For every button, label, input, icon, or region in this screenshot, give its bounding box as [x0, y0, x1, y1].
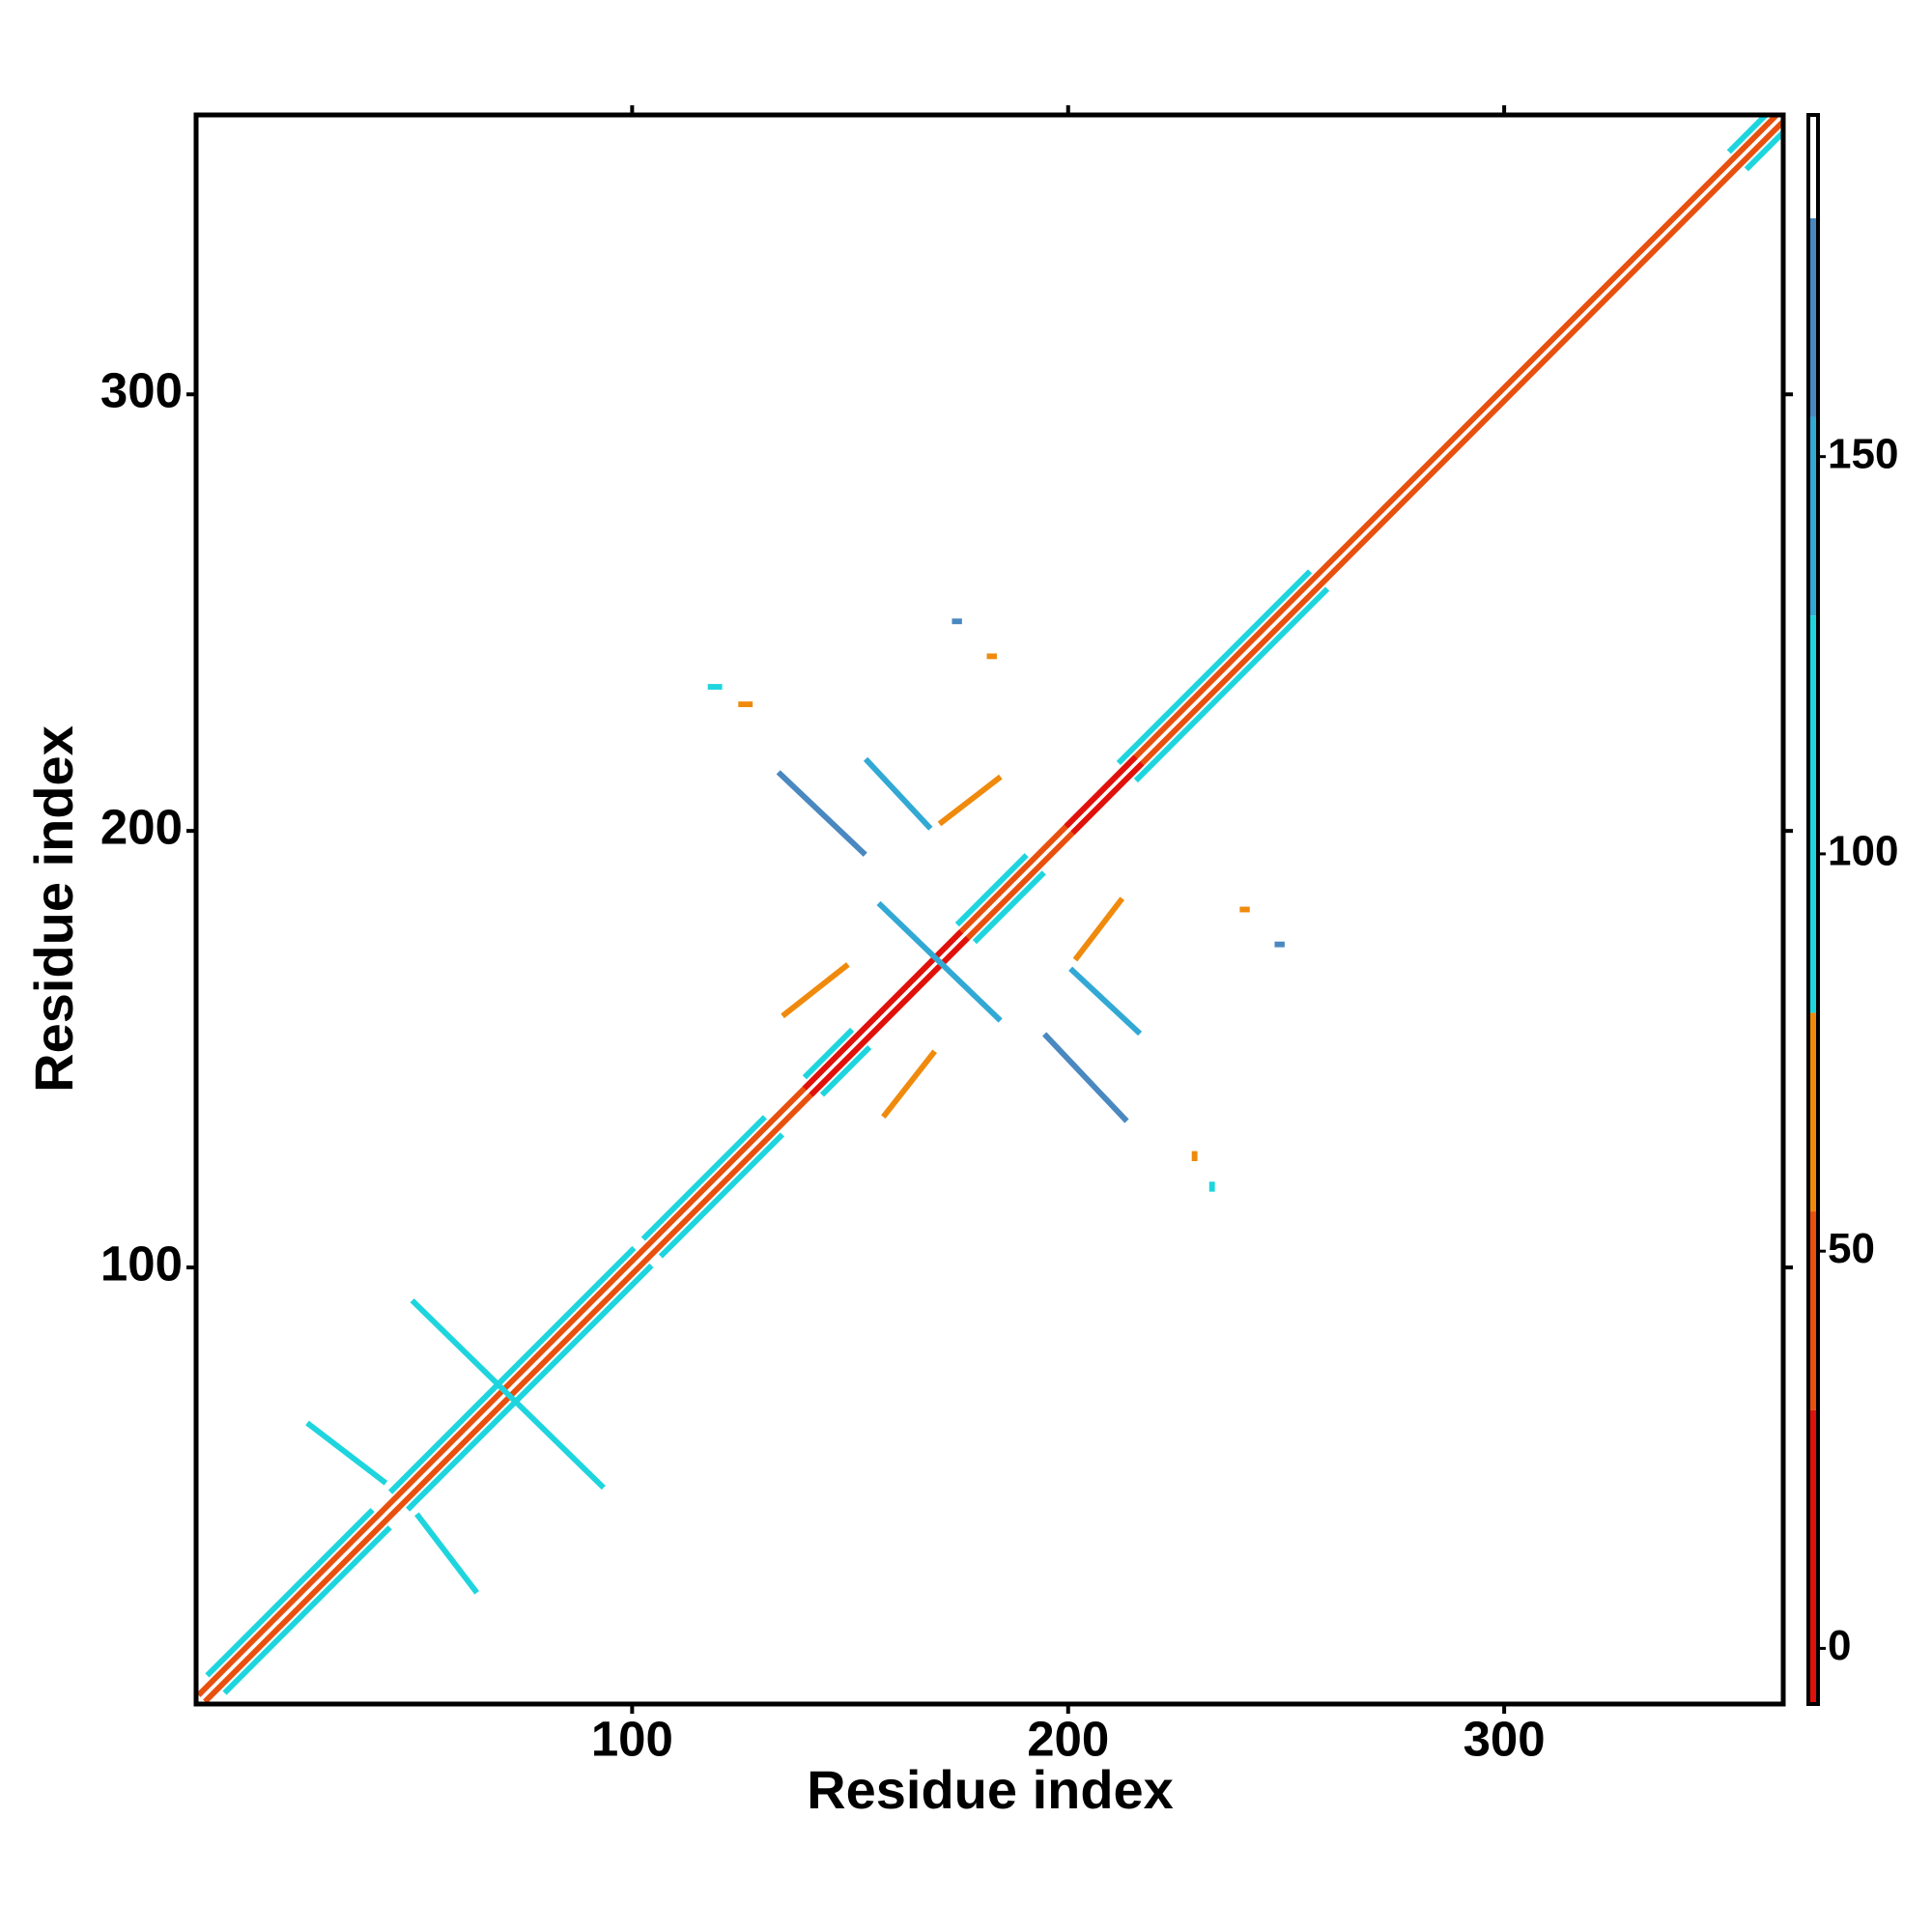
- y-axis-label: Residue index: [23, 725, 84, 1093]
- contact: [954, 853, 1029, 927]
- contact: [414, 1512, 479, 1595]
- colorbar-band: [1808, 1211, 1818, 1410]
- x-tick-label: 100: [591, 1711, 673, 1766]
- colorbar-band: [1808, 217, 1818, 417]
- contact: [1726, 115, 1771, 155]
- contact: [305, 1420, 388, 1486]
- contact: [1744, 128, 1783, 172]
- contact: [205, 1508, 375, 1678]
- colorbar-tick-label: 100: [1828, 828, 1898, 875]
- colorbar-tick-label: 150: [1828, 430, 1898, 477]
- colorbar-band: [1808, 115, 1818, 218]
- colorbar-band: [1808, 615, 1818, 1013]
- contact: [781, 962, 850, 1019]
- contact: [387, 1245, 637, 1494]
- contact: [222, 1525, 392, 1695]
- plot-frame: [193, 112, 1786, 1707]
- x-tick-label: 200: [1027, 1711, 1109, 1766]
- colorbar-tick-label: 50: [1828, 1225, 1875, 1272]
- contact: [410, 1298, 606, 1491]
- contact: [937, 774, 1003, 827]
- contact: [1042, 1032, 1129, 1123]
- contact: [863, 756, 933, 831]
- contact: [876, 900, 1003, 1023]
- contact: [881, 1049, 937, 1120]
- x-tick-label: 300: [1463, 1711, 1546, 1766]
- contact: [1072, 896, 1125, 962]
- contact: [203, 117, 1783, 1704]
- contact: [972, 870, 1046, 945]
- contact: [658, 1132, 784, 1259]
- y-tick-label: 300: [100, 363, 183, 418]
- colorbar-band: [1808, 416, 1818, 616]
- contact: [802, 1027, 855, 1080]
- contact: [1068, 966, 1143, 1037]
- y-tick-label: 100: [100, 1236, 183, 1292]
- contact: [1116, 569, 1313, 765]
- x-axis-label: Residue index: [807, 1759, 1174, 1820]
- contact: [196, 115, 1781, 1697]
- colorbar-frame: [1806, 113, 1820, 1706]
- contact: [1133, 586, 1330, 783]
- contact: [819, 1044, 872, 1097]
- contact: [640, 1115, 767, 1241]
- colorbar-band: [1808, 1409, 1818, 1704]
- contact: [1070, 761, 1145, 836]
- colorbar-band: [1808, 1012, 1818, 1212]
- y-tick-label: 200: [100, 800, 183, 855]
- contact: [1064, 754, 1138, 829]
- colorbar-tick-label: 0: [1828, 1622, 1851, 1669]
- contact: [406, 1263, 654, 1512]
- contact: [776, 770, 867, 857]
